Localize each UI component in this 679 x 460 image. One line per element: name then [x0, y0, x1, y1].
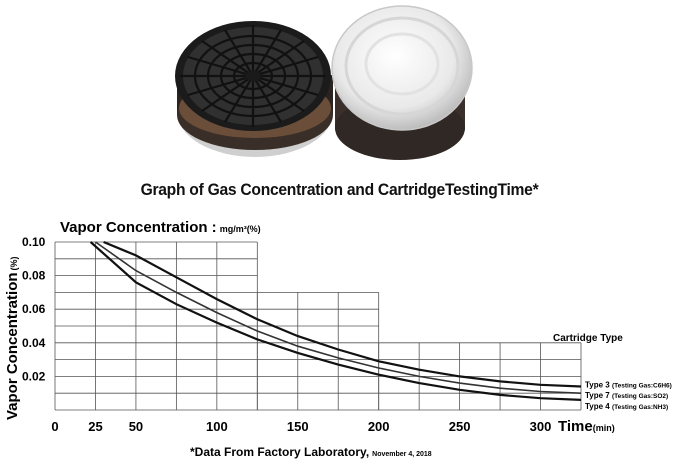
legend-label-type-7: Type 7 (Testing Gas:SO2): [585, 391, 668, 400]
legend-label-type-3: Type 3 (Testing Gas:C6H6): [585, 380, 672, 389]
x-tick-label: 50: [129, 419, 143, 434]
legend-gas: (Testing Gas:NH3): [612, 404, 668, 411]
x-tick-label: 25: [88, 419, 102, 434]
top-axis-label-unit: mg/m³(%): [220, 224, 261, 234]
curve-type-3: [103, 240, 582, 388]
y-axis-label: Vapor Concentration (%): [4, 256, 21, 420]
legend-type-name: Type 4: [585, 402, 612, 411]
curve-type-7: [95, 241, 582, 394]
x-tick-label: 150: [287, 419, 309, 434]
y-axis-label-text: Vapor Concentration: [4, 272, 21, 420]
x-tick-label: 100: [206, 419, 228, 434]
y-tick-label: 0.08: [22, 269, 46, 283]
legend-gas: (Testing Gas:SO2): [612, 393, 668, 400]
chart-grid: [54, 241, 582, 411]
x-tick-label: 250: [449, 419, 471, 434]
top-axis-label: Vapor Concentration : mg/m³(%): [60, 219, 261, 236]
x-tick-label: 0: [51, 419, 58, 434]
legend-type-name: Type 3: [585, 380, 612, 389]
top-axis-label-text: Vapor Concentration :: [60, 219, 217, 236]
footnote: *Data From Factory Laboratory, November 4…: [190, 445, 432, 459]
footnote-main: *Data From Factory Laboratory,: [190, 445, 369, 459]
x-tick-label: 200: [368, 419, 390, 434]
curves: Type 3 (Testing Gas:C6H6)Type 7 (Testing…: [89, 240, 672, 411]
legend-gas: (Testing Gas:C6H6): [612, 382, 672, 389]
y-tick-label: 0.10: [22, 235, 46, 249]
x-axis-label: Time(min): [558, 418, 615, 435]
tick-labels: 0.10 0.08 0.06 0.04 0.02 0 25 50 100 150 200 250 300: [22, 235, 551, 434]
y-tick-label: 0.06: [22, 302, 46, 316]
cartridge-photo: [175, 5, 473, 160]
x-axis-label-text: Time: [558, 418, 593, 435]
legend-title: Cartridge Type: [553, 333, 623, 344]
y-tick-label: 0.04: [22, 336, 46, 350]
curve-type-4: [89, 241, 582, 401]
y-axis-label-unit: (%): [9, 256, 19, 270]
x-axis-label-unit: (min): [593, 423, 615, 433]
legend-label-type-4: Type 4 (Testing Gas:NH3): [585, 402, 668, 411]
graph-title: Graph of Gas Concentration and Cartridge…: [140, 180, 539, 199]
footnote-date: November 4, 2018: [372, 451, 432, 458]
black-cartridge: [175, 21, 333, 157]
x-tick-label: 300: [530, 419, 552, 434]
white-cartridge: [331, 5, 473, 160]
y-tick-label: 0.02: [22, 369, 46, 383]
legend-type-name: Type 7: [585, 391, 612, 400]
